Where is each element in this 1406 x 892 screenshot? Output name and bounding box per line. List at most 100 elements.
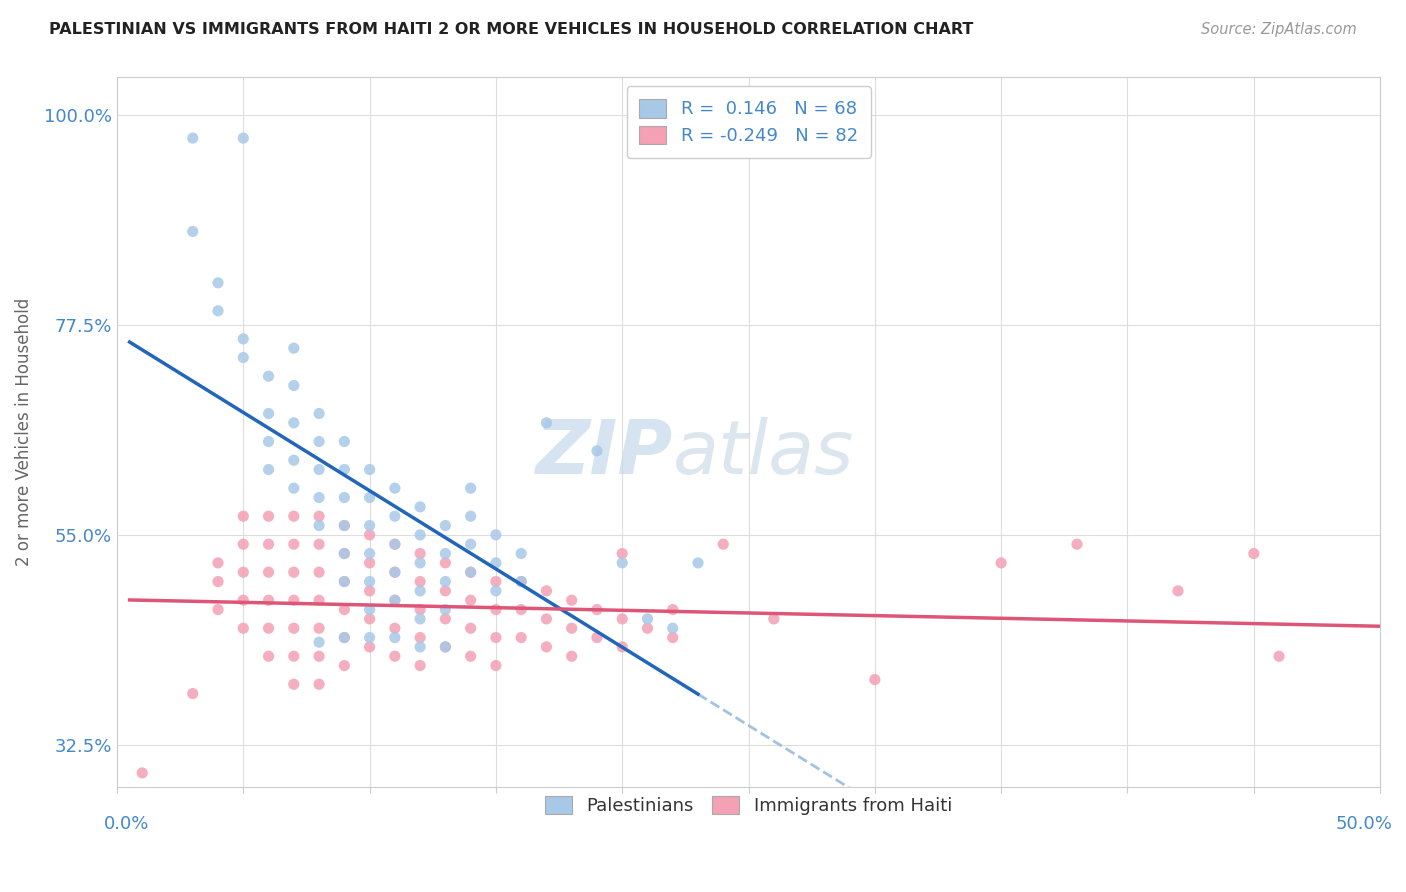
Point <box>460 621 482 635</box>
Point <box>460 593 482 607</box>
Point <box>1268 649 1291 664</box>
Point <box>536 583 558 598</box>
Point <box>460 509 482 524</box>
Point <box>384 621 406 635</box>
Point <box>359 574 381 589</box>
Point <box>384 593 406 607</box>
Point <box>283 537 305 551</box>
Point <box>409 556 432 570</box>
Point <box>308 565 330 579</box>
Point <box>460 649 482 664</box>
Point <box>232 621 254 635</box>
Point <box>359 612 381 626</box>
Point <box>283 621 305 635</box>
Point <box>232 351 254 365</box>
Point <box>409 640 432 654</box>
Point <box>536 640 558 654</box>
Point <box>612 556 634 570</box>
Point <box>257 407 280 421</box>
Point <box>711 537 734 551</box>
Point <box>308 407 330 421</box>
Point <box>308 649 330 664</box>
Point <box>257 509 280 524</box>
Point <box>359 547 381 561</box>
Point <box>283 453 305 467</box>
Point <box>1243 547 1265 561</box>
Point <box>460 537 482 551</box>
Point <box>359 462 381 476</box>
Point <box>384 537 406 551</box>
Point <box>561 649 583 664</box>
Point <box>384 649 406 664</box>
Point <box>333 574 356 589</box>
Point <box>434 640 457 654</box>
Point <box>612 547 634 561</box>
Point <box>460 565 482 579</box>
Point <box>207 556 229 570</box>
Point <box>333 462 356 476</box>
Point <box>283 677 305 691</box>
Point <box>257 565 280 579</box>
Point <box>257 649 280 664</box>
Point <box>434 583 457 598</box>
Point <box>359 491 381 505</box>
Point <box>207 303 229 318</box>
Point <box>308 462 330 476</box>
Point <box>207 276 229 290</box>
Point <box>232 509 254 524</box>
Point <box>207 602 229 616</box>
Point <box>257 462 280 476</box>
Point <box>586 602 609 616</box>
Point <box>409 574 432 589</box>
Point <box>536 416 558 430</box>
Point <box>409 500 432 514</box>
Point <box>131 766 153 780</box>
Point <box>232 131 254 145</box>
Point <box>283 378 305 392</box>
Point <box>257 434 280 449</box>
Point <box>308 434 330 449</box>
Point <box>333 547 356 561</box>
Point <box>308 593 330 607</box>
Point <box>586 631 609 645</box>
Point <box>409 528 432 542</box>
Point <box>686 556 709 570</box>
Point <box>384 593 406 607</box>
Point <box>485 556 508 570</box>
Point <box>485 528 508 542</box>
Point <box>283 416 305 430</box>
Point <box>232 332 254 346</box>
Point <box>181 131 204 145</box>
Point <box>434 602 457 616</box>
Point <box>612 640 634 654</box>
Point <box>434 518 457 533</box>
Point <box>384 481 406 495</box>
Point <box>333 602 356 616</box>
Point <box>333 491 356 505</box>
Point <box>308 518 330 533</box>
Point <box>232 565 254 579</box>
Point <box>409 612 432 626</box>
Point <box>283 593 305 607</box>
Point <box>257 537 280 551</box>
Point <box>359 518 381 533</box>
Point <box>661 631 683 645</box>
Point <box>232 593 254 607</box>
Point <box>434 574 457 589</box>
Point <box>359 602 381 616</box>
Text: atlas: atlas <box>672 417 853 490</box>
Point <box>485 658 508 673</box>
Point <box>181 224 204 238</box>
Point <box>561 621 583 635</box>
Point <box>612 612 634 626</box>
Point <box>333 631 356 645</box>
Point <box>561 593 583 607</box>
Point <box>409 602 432 616</box>
Point <box>359 556 381 570</box>
Point <box>308 491 330 505</box>
Legend: Palestinians, Immigrants from Haiti: Palestinians, Immigrants from Haiti <box>533 783 965 828</box>
Point <box>434 612 457 626</box>
Point <box>333 518 356 533</box>
Point <box>308 509 330 524</box>
Point <box>384 565 406 579</box>
